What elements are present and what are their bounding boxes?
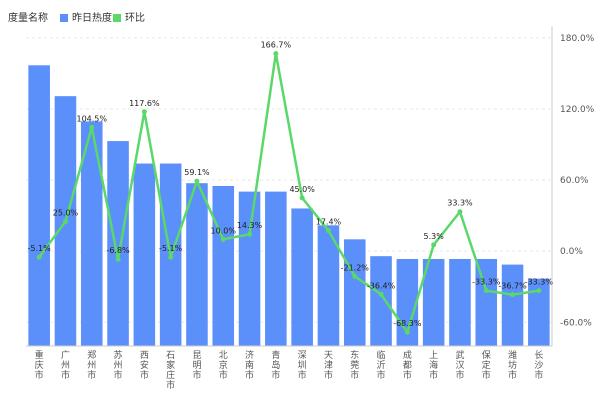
ratio-point[interactable] [168,254,174,260]
ratio-data-label: 17.4% [316,218,342,227]
ratio-polyline [38,52,540,334]
ratio-point[interactable] [378,291,384,297]
ratio-line [36,51,542,335]
bar[interactable] [80,121,103,346]
bar[interactable] [449,258,471,346]
x-tick-labels: 重庆市 广州市 郑州市 苏州市 西安市 石家庄市 昆明市 北京市 济南市 青岛市 深圳市 天津市 东莞市… [35,349,544,391]
y-right-ticks: 180.0% 120.0% 60.0% 0.0% -60.0% [560,34,595,328]
ratio-point[interactable] [404,329,410,335]
ratio-point[interactable] [194,178,200,184]
y-right-tick-label: 120.0% [560,105,595,115]
ratio-point[interactable] [36,254,42,260]
ratio-data-label: -36.4% [367,281,396,290]
ratio-data-label: 14.3% [237,221,263,230]
ratio-data-label: 45.0% [289,185,315,194]
ratio-point[interactable] [352,273,358,279]
bar[interactable] [212,186,235,346]
x-tick-label: 西安市 [140,350,149,381]
x-tick-label: 青岛市 [271,349,280,381]
bar[interactable] [422,258,445,346]
legend-bar-swatch[interactable] [60,14,68,22]
x-tick-label: 重庆市 [35,349,44,381]
legend-title: 度量名称 [8,11,48,24]
ratio-data-label: 166.7% [261,41,292,50]
legend-line-swatch[interactable] [113,14,121,22]
legend-line-label[interactable]: 环比 [125,12,145,24]
bar[interactable] [528,278,550,346]
x-tick-label: 广州市 [61,349,70,381]
ratio-point[interactable] [299,195,305,201]
x-tick-label: 苏州市 [114,349,123,381]
y-right-tick-label: 60.0% [560,176,589,186]
ratio-point[interactable] [536,288,542,294]
ratio-point[interactable] [483,288,489,294]
x-tick-label: 武汉市 [455,349,464,381]
ratio-data-label: -33.3% [472,278,501,287]
bar[interactable] [28,65,50,346]
bar[interactable] [370,256,392,346]
x-tick-label: 济南市 [245,349,254,381]
ratio-point[interactable] [457,209,463,215]
x-tick-label: 石家庄市 [166,351,175,391]
ratio-data-label: -5.1% [159,244,183,253]
ratio-data-label: 104.5% [76,114,107,123]
bar[interactable] [186,183,208,346]
bar[interactable] [291,208,313,346]
x-tick-label: 深圳市 [298,350,307,381]
bar[interactable] [133,163,156,346]
ratio-point[interactable] [325,228,331,234]
x-tick-label: 北京市 [219,350,228,381]
x-tick-label: 成都市 [403,349,412,381]
bar[interactable] [475,258,498,346]
legend-bar-label[interactable]: 昨日热度 [72,11,112,24]
x-tick-label: 长沙市 [534,349,543,381]
ratio-point[interactable] [273,51,279,57]
x-tick-label: 天津市 [324,351,333,381]
ratio-data-label: -21.2% [341,263,370,272]
ratio-data-label: 25.0% [53,209,79,218]
ratio-data-label: 10.0% [211,226,237,235]
y-right-tick-label: 180.0% [560,34,595,44]
x-tick-label: 昆明市 [192,350,201,381]
data-labels: -5.1% 25.0% 104.5% -6.8% 117.6% -5.1% 59.1% 10.… [28,41,554,329]
ratio-data-label: -68.3% [393,319,422,328]
ratio-point[interactable] [510,292,516,298]
ratio-point[interactable] [62,219,68,225]
x-tick-label: 郑州市 [87,349,96,381]
ratio-data-label: 117.6% [129,99,160,108]
ratio-data-label: -6.8% [106,246,130,255]
x-tick-label: 临沂市 [377,349,386,381]
ratio-data-label: 33.3% [447,199,473,208]
ratio-data-label: -5.1% [28,244,52,253]
ratio-data-label: -36.7% [498,282,527,291]
axes [26,26,553,347]
bar[interactable] [501,264,524,346]
ratio-point[interactable] [89,124,95,130]
x-tick-label: 东莞市 [350,349,359,381]
bar[interactable] [107,141,129,346]
legend: 度量名称 昨日热度 环比 [8,11,145,24]
x-tick-label: 上海市 [429,350,438,381]
ratio-data-label: 5.3% [423,232,444,241]
y-right-tick-label: 0.0% [560,247,583,257]
ratio-data-label: -33.3% [525,278,554,287]
y-right-tick-label: -60.0% [560,318,592,328]
ratio-point[interactable] [431,242,437,248]
bar[interactable] [317,225,340,346]
x-tick-label: 潍坊市 [508,349,517,381]
bar[interactable] [238,191,261,346]
bar[interactable] [265,191,287,346]
ratio-point[interactable] [247,231,253,237]
bar[interactable] [343,239,366,346]
ratio-point[interactable] [220,236,226,242]
ratio-point[interactable] [141,109,147,115]
ratio-point[interactable] [115,256,121,262]
x-tick-label: 保定市 [482,349,491,381]
ratio-data-label: 59.1% [184,168,210,177]
